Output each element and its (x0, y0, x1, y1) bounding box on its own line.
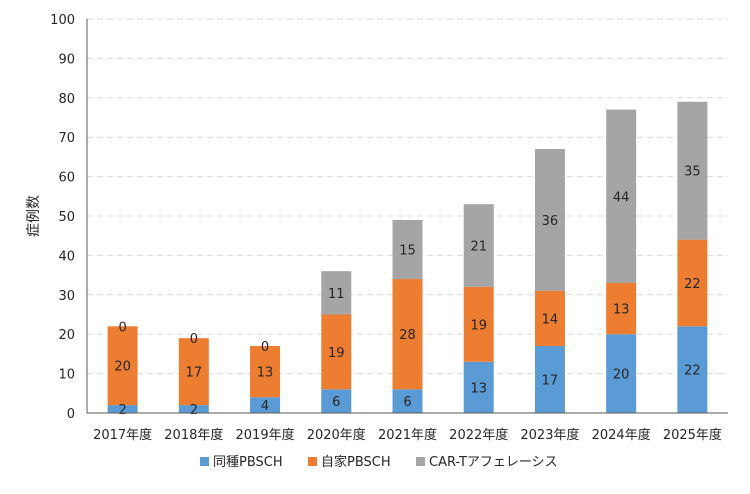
bar-segment (463, 286, 494, 362)
data-label: 0 (118, 320, 126, 335)
y-tick-label: 90 (58, 52, 75, 67)
legend-label: 同種PBSCH (213, 454, 283, 470)
bar-segment (534, 149, 565, 291)
data-label: 44 (613, 190, 630, 205)
bar-segment (534, 290, 565, 347)
data-label: 13 (613, 303, 630, 318)
data-label: 22 (684, 364, 701, 379)
data-label: 19 (470, 318, 487, 333)
legend-swatch (308, 457, 317, 466)
y-tick-label: 60 (58, 171, 75, 186)
bar-segment (178, 405, 209, 413)
data-label: 2 (118, 403, 126, 418)
data-label: 2 (190, 403, 198, 418)
data-label: 14 (542, 312, 559, 327)
x-tick-label: 2025年度 (663, 427, 722, 443)
x-tick-label: 2019年度 (236, 427, 295, 443)
data-label: 17 (186, 366, 203, 381)
data-label: 17 (542, 374, 559, 389)
legend-label: 自家PBSCH (321, 454, 391, 470)
legend-swatch (200, 457, 209, 466)
y-axis-title: 症例数 (26, 195, 42, 237)
x-tick-labels: 2017年度 2018年度 2019年度 2020年度 2021年度 2022年度 2023… (93, 427, 722, 443)
data-label: 6 (332, 395, 340, 410)
data-label: 4 (261, 399, 269, 414)
data-label: 13 (257, 366, 274, 381)
bar-segment (677, 101, 708, 240)
x-tick-label: 2022年度 (449, 427, 508, 443)
y-tick-label: 70 (58, 131, 75, 146)
bar-segment (392, 219, 423, 280)
legend-label: CAR-Tアフェレーシス (429, 455, 558, 470)
bar-segment (107, 326, 138, 406)
y-tick-label: 50 (58, 210, 75, 225)
bar-segment (677, 239, 708, 327)
data-label: 21 (470, 240, 487, 255)
x-tick-label: 2018年度 (164, 427, 223, 443)
bar-segment (392, 279, 423, 390)
bar-segment (677, 326, 708, 413)
data-label: 11 (328, 287, 345, 302)
y-tick-label: 100 (50, 13, 75, 28)
data-label: 0 (190, 332, 198, 347)
bar-segment (463, 361, 494, 413)
bar-segment (534, 346, 565, 413)
data-label: 20 (613, 368, 630, 383)
bar-segment (392, 389, 423, 413)
bar-segment (321, 314, 352, 390)
data-labels: 2 20 0 2 17 0 4 13 0 6 19 11 6 28 15 13 19 21 17 14 36 20 13 44… (114, 165, 700, 418)
bar-segment (107, 405, 138, 413)
legend-swatch (416, 457, 425, 466)
x-tick-label: 2020年度 (307, 427, 366, 443)
data-label: 13 (470, 381, 487, 396)
bar-segment (606, 282, 637, 335)
y-tick-labels: 0 10 20 30 40 50 60 70 80 90 100 (50, 13, 75, 422)
y-tick-label: 0 (67, 407, 75, 422)
x-tick-label: 2024年度 (592, 427, 651, 443)
y-tick-label: 30 (58, 289, 75, 304)
data-label: 22 (684, 277, 701, 292)
data-label: 35 (684, 165, 701, 180)
y-tick-label: 40 (58, 249, 75, 264)
bars (107, 101, 708, 413)
bar-segment (250, 346, 281, 398)
data-label: 0 (261, 340, 269, 355)
bar-segment (321, 389, 352, 413)
x-tick-label: 2017年度 (93, 427, 152, 443)
y-tick-label: 80 (58, 92, 75, 107)
data-label: 19 (328, 346, 345, 361)
data-label: 6 (403, 395, 411, 410)
bar-segment (250, 397, 281, 413)
bar-segment (606, 109, 637, 283)
data-label: 20 (114, 360, 131, 375)
data-label: 28 (399, 328, 416, 343)
y-tick-label: 20 (58, 328, 75, 343)
bar-segment (321, 271, 352, 315)
x-tick-label: 2021年度 (378, 427, 437, 443)
y-tick-label: 10 (58, 368, 75, 383)
data-label: 36 (542, 214, 559, 229)
bar-segment (606, 334, 637, 413)
x-tick-label: 2023年度 (520, 427, 579, 443)
bar-segment (463, 204, 494, 287)
legend: 同種PBSCH 自家PBSCH CAR-Tアフェレーシス (200, 454, 558, 470)
bar-segment (178, 338, 209, 406)
data-label: 15 (399, 243, 416, 258)
